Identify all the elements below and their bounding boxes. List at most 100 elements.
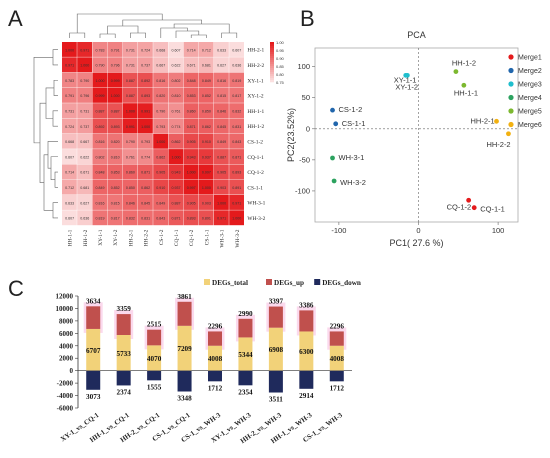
heatmap-cell-value: 0.887 bbox=[126, 79, 135, 83]
pca-legend-label: Merge2 bbox=[518, 68, 542, 75]
heatmap-cell-value: 0.871 bbox=[172, 217, 181, 221]
heatmap-cell-value: 0.845 bbox=[217, 125, 226, 129]
bar-total-value-label: 4070 bbox=[147, 355, 162, 363]
heatmap-cell bbox=[183, 195, 199, 210]
heatmap-cell-value: 0.887 bbox=[172, 201, 181, 205]
heatmap-cell-value: 0.671 bbox=[187, 64, 196, 68]
heatmap-cell bbox=[122, 118, 138, 134]
bar-total-value-label: 6707 bbox=[86, 347, 101, 355]
heatmap-cell-value: 0.849 bbox=[96, 186, 105, 190]
bar-degs-total bbox=[116, 334, 131, 371]
bar-degs-up bbox=[238, 318, 253, 338]
pca-legend-marker bbox=[508, 94, 514, 101]
bar-total-value-label: 6908 bbox=[269, 346, 284, 354]
heatmap-row-label: HH-2-1 bbox=[247, 48, 264, 54]
heatmap-cell-value: 0.887 bbox=[96, 109, 105, 113]
heatmap-cell bbox=[77, 133, 92, 149]
heatmap-cell-value: 0.843 bbox=[232, 140, 241, 144]
heatmap-column-label: WH-3-1 bbox=[220, 229, 226, 247]
bar-y-tick-label: 0 bbox=[70, 367, 74, 375]
bar-degs-up bbox=[147, 329, 162, 346]
heatmap-cell bbox=[153, 57, 168, 73]
heatmap-cell bbox=[168, 72, 184, 88]
heatmap-cell bbox=[138, 179, 153, 195]
heatmap-cell-value: 0.668 bbox=[65, 140, 74, 144]
legend-gradient-step bbox=[270, 70, 274, 73]
pca-y-tick-label: -100 bbox=[295, 186, 310, 195]
heatmap-cell bbox=[214, 72, 229, 88]
column-dendrogram-branches bbox=[69, 13, 238, 38]
heatmap-row-label: CQ-1-1 bbox=[247, 155, 264, 161]
bar-degs-up bbox=[208, 331, 222, 346]
pca-legend-marker bbox=[508, 81, 514, 87]
heatmap-cell-value: 0.937 bbox=[202, 155, 211, 159]
heatmap-row-label: CS-1-1 bbox=[247, 185, 263, 191]
heatmap-cell-value: 0.761 bbox=[126, 155, 135, 159]
heatmap-cell-value: 0.846 bbox=[217, 109, 226, 113]
pca-point-label: XY-1-2 bbox=[395, 82, 418, 91]
bar-y-tick-label: -6000 bbox=[57, 405, 74, 413]
heatmap-row-label: XY-1-1 bbox=[247, 78, 263, 84]
heatmap-cell-value: 0.607 bbox=[232, 48, 241, 52]
heatmap-cell-value: 0.815 bbox=[111, 201, 120, 205]
legend-gradient-step bbox=[270, 74, 274, 77]
heatmap-cell bbox=[62, 133, 77, 149]
heatmap-column-label: HH-2-2 bbox=[144, 229, 150, 246]
bar-y-tick-label: 12000 bbox=[56, 293, 74, 301]
heatmap-cell-value: 0.790 bbox=[96, 64, 105, 68]
heatmap-cell bbox=[183, 103, 199, 119]
legend-gradient-step bbox=[270, 44, 274, 47]
bar-up-value-label: 2990 bbox=[238, 310, 253, 318]
heatmap-cell bbox=[153, 179, 168, 195]
heatmap-cell-value: 0.731 bbox=[126, 64, 135, 68]
heatmap-cell-value: 0.796 bbox=[111, 64, 120, 68]
panel-b-letter: B bbox=[300, 6, 315, 31]
bar-y-tick-label: -4000 bbox=[57, 392, 74, 400]
heatmap-column-label: XY-1-2 bbox=[113, 229, 119, 245]
pca-point-label: HH-2-1 bbox=[471, 116, 495, 125]
heatmap-cell bbox=[214, 149, 229, 164]
pca-point bbox=[494, 118, 499, 124]
pca-legend-marker bbox=[508, 108, 514, 114]
column-dendrogram bbox=[69, 13, 238, 38]
heatmap-cell bbox=[214, 57, 229, 73]
heatmap-cell bbox=[77, 195, 92, 210]
heatmap-cell-value: 0.905 bbox=[217, 171, 226, 175]
heatmap-cell-value: 0.790 bbox=[156, 109, 165, 113]
heatmap-cell bbox=[122, 164, 138, 180]
bar-down-value-label: 3348 bbox=[177, 394, 192, 402]
heatmap-cell-value: 0.832 bbox=[126, 217, 135, 221]
heatmap-cell-value: 1.000 bbox=[156, 140, 165, 144]
row-dendrogram-branches bbox=[33, 49, 58, 219]
heatmap-cell bbox=[168, 118, 184, 134]
bar-down-value-label: 2354 bbox=[238, 388, 253, 396]
legend-gradient-step bbox=[270, 66, 274, 69]
heatmap-cell bbox=[138, 149, 153, 164]
heatmap-cell bbox=[107, 42, 123, 57]
heatmap-cell bbox=[92, 118, 108, 134]
heatmap-cell-value: 0.891 bbox=[202, 217, 211, 221]
pca-point-label: CS-1-2 bbox=[339, 105, 363, 114]
heatmap-cell-value: 0.862 bbox=[172, 140, 181, 144]
legend-gradient-step bbox=[270, 48, 274, 51]
heatmap-cell-value: 0.862 bbox=[156, 155, 165, 159]
heatmap-cell-value: 0.681 bbox=[80, 186, 89, 190]
bar-legend-label: DEGs_total bbox=[212, 279, 248, 287]
pca-x-tick-label: 0 bbox=[416, 226, 420, 235]
heatmap-cell-value: 0.714 bbox=[65, 171, 74, 175]
heatmap-cell bbox=[183, 42, 199, 57]
legend-tick-label: 0.90 bbox=[276, 56, 285, 61]
heatmap-cell bbox=[229, 57, 244, 73]
heatmap-cell bbox=[183, 164, 199, 180]
pca-x-axis-label: PC1( 27.6 %) bbox=[389, 238, 443, 248]
pca-legend-marker bbox=[508, 54, 514, 60]
heatmap-cell-value: 0.793 bbox=[156, 125, 165, 129]
heatmap-cell-value: 0.790 bbox=[126, 140, 135, 144]
heatmap-cell-value: 0.971 bbox=[80, 48, 89, 52]
heatmap-cell-value: 0.893 bbox=[111, 125, 120, 129]
heatmap-cell bbox=[183, 179, 199, 195]
heatmap-cell-value: 0.810 bbox=[172, 94, 181, 98]
heatmap-cell-value: 0.999 bbox=[111, 79, 120, 83]
bar-y-tick-label: 10000 bbox=[56, 305, 74, 313]
